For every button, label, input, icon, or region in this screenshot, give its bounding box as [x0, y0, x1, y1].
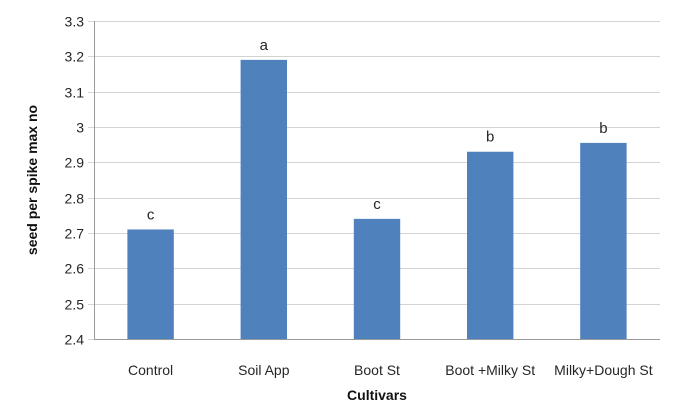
x-tick-label: Control — [128, 362, 173, 378]
y-tick-label: 3.3 — [65, 14, 85, 30]
bar — [127, 229, 174, 339]
gridlines — [88, 21, 660, 340]
data-label: b — [599, 120, 607, 137]
y-axis-title: seed per spike max no — [24, 105, 40, 255]
bar — [466, 151, 514, 339]
x-tick-label: Soil App — [238, 362, 290, 378]
bars — [127, 59, 627, 339]
x-tick-label: Boot St — [354, 362, 400, 378]
x-tick-label: Boot +Milky St — [445, 362, 535, 378]
y-tick-label: 2.8 — [65, 191, 85, 207]
y-tick-label: 2.9 — [65, 155, 85, 171]
y-tick-label: 2.4 — [65, 332, 85, 348]
x-tick-label: Milky+Dough St — [554, 362, 653, 378]
x-axis-title: Cultivars — [347, 387, 407, 403]
y-tick-labels: 2.4 2.5 2.6 2.7 2.8 2.9 3 3.1 3.2 3.3 — [65, 14, 85, 348]
data-label: c — [373, 196, 381, 213]
y-tick-label: 3.1 — [65, 85, 85, 101]
bar — [240, 59, 288, 339]
y-tick-label: 3 — [76, 120, 84, 136]
x-tick-labels: Control Soil App Boot St Boot +Milky St Milk… — [128, 362, 653, 378]
y-tick-label: 3.2 — [65, 49, 85, 65]
data-label: c — [147, 206, 155, 223]
y-tick-label: 2.7 — [65, 226, 85, 242]
y-tick-label: 2.6 — [65, 261, 85, 277]
data-label: a — [260, 37, 269, 54]
data-label: b — [486, 129, 494, 146]
y-tick-label: 2.5 — [65, 297, 85, 313]
bar — [580, 142, 627, 339]
bar — [353, 218, 401, 339]
data-labels: c a c b b — [147, 37, 608, 224]
